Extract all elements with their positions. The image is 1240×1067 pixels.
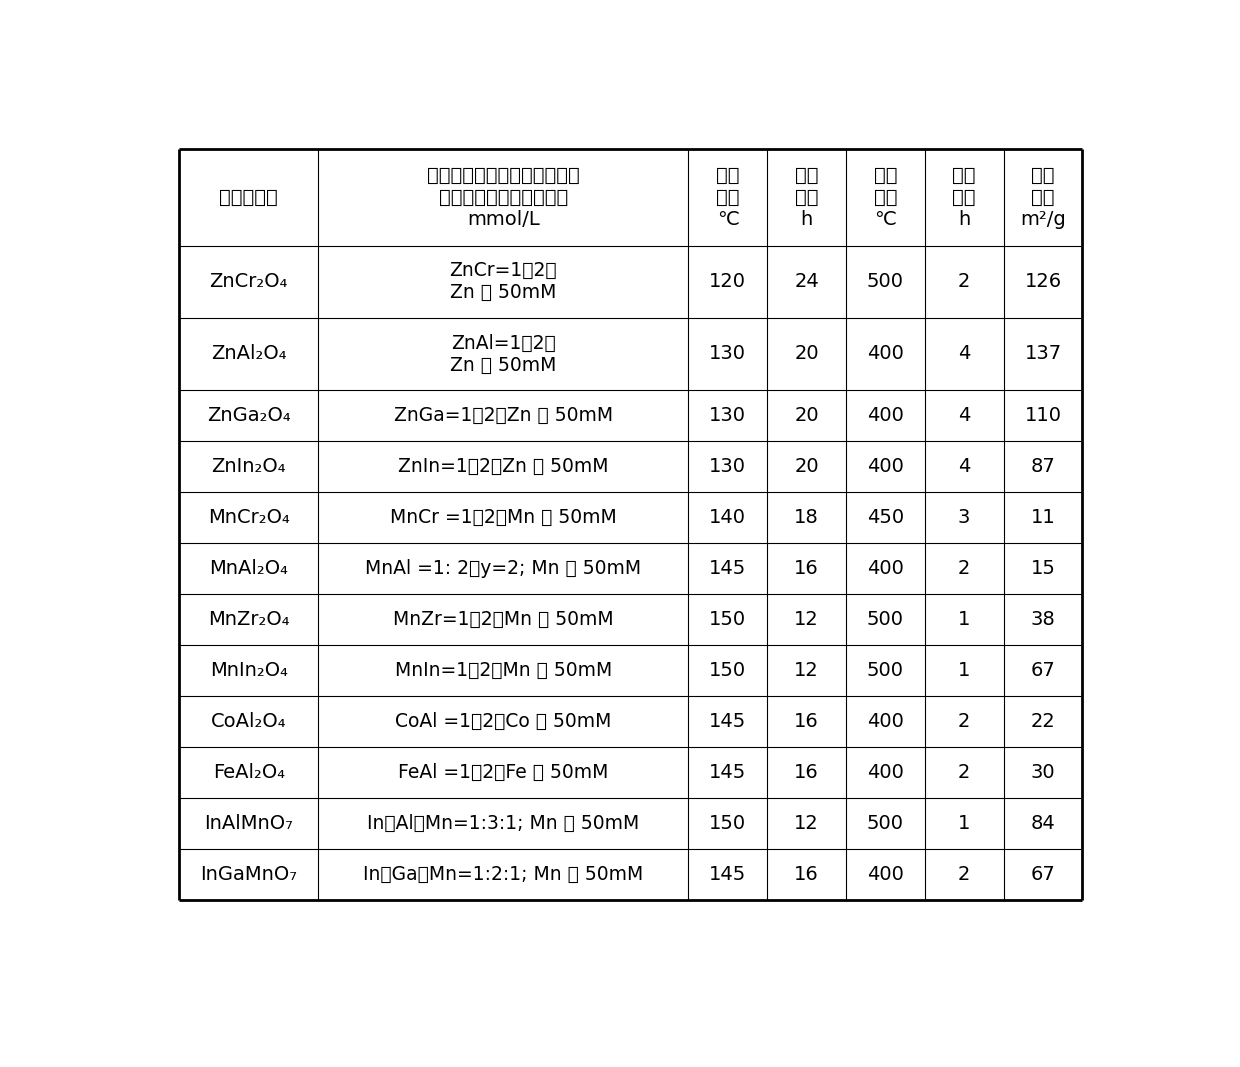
Text: 陈化
时间
h: 陈化 时间 h [795,165,818,228]
Text: MnZr₂O₄: MnZr₂O₄ [208,610,289,628]
Text: 140: 140 [709,508,746,527]
Text: FeAl =1：2、Fe 为 50mM: FeAl =1：2、Fe 为 50mM [398,763,609,782]
Text: 4: 4 [959,457,971,476]
Text: MnIn₂O₄: MnIn₂O₄ [210,660,288,680]
Text: ZnGa=1：2、Zn 为 50mM: ZnGa=1：2、Zn 为 50mM [394,407,613,425]
Text: 400: 400 [867,712,904,731]
Text: 130: 130 [709,457,746,476]
Text: 陈化
温度
℃: 陈化 温度 ℃ [715,165,739,228]
Text: 145: 145 [709,763,746,782]
Text: ZnAl=1：2、
Zn 为 50mM: ZnAl=1：2、 Zn 为 50mM [450,334,557,375]
Text: 150: 150 [709,610,746,628]
Text: FeAl₂O₄: FeAl₂O₄ [213,763,285,782]
Text: MnZr=1：2、Mn 为 50mM: MnZr=1：2、Mn 为 50mM [393,610,614,628]
Text: 20: 20 [795,345,818,364]
Text: 84: 84 [1030,814,1055,832]
Text: MnIn=1：2、Mn 为 50mM: MnIn=1：2、Mn 为 50mM [394,660,613,680]
Text: 67: 67 [1030,864,1055,883]
Text: 38: 38 [1030,610,1055,628]
Text: 30: 30 [1030,763,1055,782]
Text: MnCr =1：2、Mn 为 50mM: MnCr =1：2、Mn 为 50mM [391,508,616,527]
Text: 16: 16 [794,763,818,782]
Text: 110: 110 [1024,407,1061,425]
Text: 400: 400 [867,345,904,364]
Text: ZnIn=1：2、Zn 为 50mM: ZnIn=1：2、Zn 为 50mM [398,457,609,476]
Text: 400: 400 [867,559,904,578]
Text: In：Al：Mn=1:3:1; Mn 为 50mM: In：Al：Mn=1:3:1; Mn 为 50mM [367,814,640,832]
Text: 焙烧
温度
℃: 焙烧 温度 ℃ [874,165,897,228]
Text: MnAl₂O₄: MnAl₂O₄ [210,559,288,578]
Text: 15: 15 [1030,559,1055,578]
Text: 126: 126 [1024,272,1061,291]
Text: 20: 20 [795,457,818,476]
Text: 16: 16 [794,559,818,578]
Text: 1: 1 [959,814,971,832]
Text: 2: 2 [959,559,971,578]
Text: ZnIn₂O₄: ZnIn₂O₄ [212,457,286,476]
Text: 3: 3 [959,508,971,527]
Text: 400: 400 [867,864,904,883]
Text: 400: 400 [867,457,904,476]
Text: 比表
面积
m²/g: 比表 面积 m²/g [1021,165,1066,228]
Text: MnCr₂O₄: MnCr₂O₄ [208,508,290,527]
Text: 400: 400 [867,763,904,782]
Text: 12: 12 [794,814,818,832]
Text: ZnAl₂O₄: ZnAl₂O₄ [211,345,286,364]
Text: 150: 150 [709,660,746,680]
Text: 500: 500 [867,610,904,628]
Text: ZnCr₂O₄: ZnCr₂O₄ [210,272,288,291]
Text: 137: 137 [1024,345,1061,364]
Text: 87: 87 [1030,457,1055,476]
Text: 150: 150 [709,814,746,832]
Text: 145: 145 [709,559,746,578]
Text: 12: 12 [794,610,818,628]
Text: ZnGa₂O₄: ZnGa₂O₄ [207,407,290,425]
Text: 18: 18 [794,508,818,527]
Text: 500: 500 [867,660,904,680]
Text: 22: 22 [1030,712,1055,731]
Text: 130: 130 [709,407,746,425]
Text: CoAl =1：2、Co 为 50mM: CoAl =1：2、Co 为 50mM [396,712,611,731]
Text: 1: 1 [959,660,971,680]
Text: 金属氧化物: 金属氧化物 [219,188,278,207]
Text: 24: 24 [794,272,818,291]
Text: 400: 400 [867,407,904,425]
Text: 2: 2 [959,864,971,883]
Text: 500: 500 [867,272,904,291]
Text: 金属元素的投料比、及其中一
种金属于水中终摩尔浓度
mmol/L: 金属元素的投料比、及其中一 种金属于水中终摩尔浓度 mmol/L [427,165,580,228]
Text: 16: 16 [794,712,818,731]
Text: 4: 4 [959,345,971,364]
Text: MnAl =1: 2、y=2; Mn 为 50mM: MnAl =1: 2、y=2; Mn 为 50mM [366,559,641,578]
Text: 145: 145 [709,712,746,731]
Text: 2: 2 [959,763,971,782]
Text: 4: 4 [959,407,971,425]
Text: InGaMnO₇: InGaMnO₇ [200,864,298,883]
Text: 120: 120 [709,272,746,291]
Text: 16: 16 [794,864,818,883]
Text: In：Ga：Mn=1:2:1; Mn 为 50mM: In：Ga：Mn=1:2:1; Mn 为 50mM [363,864,644,883]
Text: CoAl₂O₄: CoAl₂O₄ [211,712,286,731]
Text: 67: 67 [1030,660,1055,680]
Text: 20: 20 [795,407,818,425]
Text: InAlMnO₇: InAlMnO₇ [205,814,293,832]
Text: 145: 145 [709,864,746,883]
Text: 1: 1 [959,610,971,628]
Text: 12: 12 [794,660,818,680]
Text: 11: 11 [1030,508,1055,527]
Text: 130: 130 [709,345,746,364]
Text: 2: 2 [959,272,971,291]
Text: ZnCr=1：2、
Zn 为 50mM: ZnCr=1：2、 Zn 为 50mM [450,261,557,302]
Text: 450: 450 [867,508,904,527]
Text: 焙烧
时间
h: 焙烧 时间 h [952,165,976,228]
Text: 500: 500 [867,814,904,832]
Text: 2: 2 [959,712,971,731]
